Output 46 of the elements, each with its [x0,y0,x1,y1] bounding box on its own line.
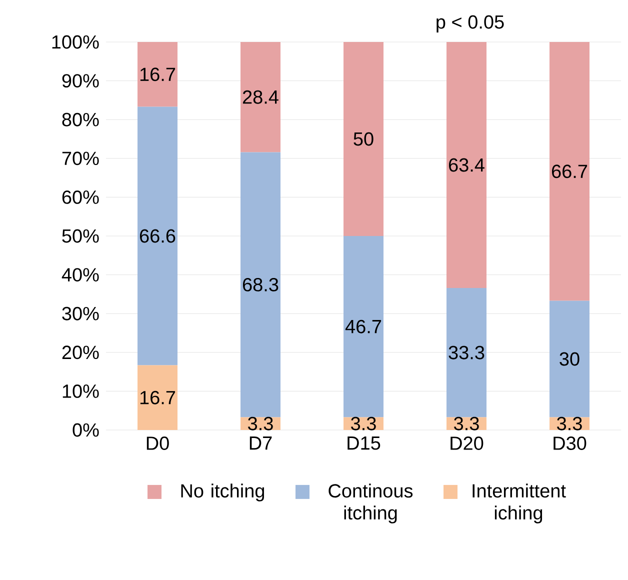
x-tick-label: D30 [554,436,586,450]
data-label: 68.3 [242,278,278,292]
data-label: 16.7 [140,390,176,404]
data-label: 66.7 [552,164,588,178]
legend-label: No itching [181,484,264,502]
y-tick-label: 30% [62,306,99,320]
data-label: 66.6 [140,229,176,243]
bar [550,300,590,418]
text: p < 0.05 [436,15,504,32]
bar [240,42,280,152]
data-label: 3.3 [557,416,582,430]
data-label: 33.3 [448,346,484,360]
y-tick-label: 70% [62,152,99,166]
x-tick-label: D0 [146,436,169,450]
y-tick-label: 90% [62,74,99,88]
data-label: 50 [354,132,374,146]
data-label: 30 [560,352,580,366]
bar [138,365,178,430]
y-tick-label: 0% [72,423,99,437]
data-label: 28.4 [242,90,278,104]
y-tick-label: 80% [62,112,99,126]
bar [344,236,384,418]
x-tick-label: D20 [450,436,484,450]
y-tick-label: 20% [62,346,99,360]
bar [550,42,590,301]
y-tick-label: 100% [52,35,99,49]
data-label: 3.3 [248,416,273,430]
x-tick-label: D15 [348,436,380,450]
legend-label: Intermittent iching [472,484,566,524]
y-tick-label: 50% [62,229,99,243]
x-tick-label: D7 [250,436,272,450]
bar [138,106,178,366]
y-tick-label: 60% [62,190,99,204]
data-label: 63.4 [448,158,484,172]
data-label: 46.7 [345,320,382,334]
legend-label: Continous itching [328,484,413,524]
bar [240,152,280,418]
bar [344,42,384,236]
bar [446,42,487,288]
bar [138,42,178,107]
bar [446,288,487,418]
data-label: 3.3 [454,416,479,430]
y-tick-label: 10% [62,384,99,398]
data-label: 16.7 [140,68,176,82]
y-tick-label: 40% [62,268,99,282]
data-label: 3.3 [351,416,376,430]
